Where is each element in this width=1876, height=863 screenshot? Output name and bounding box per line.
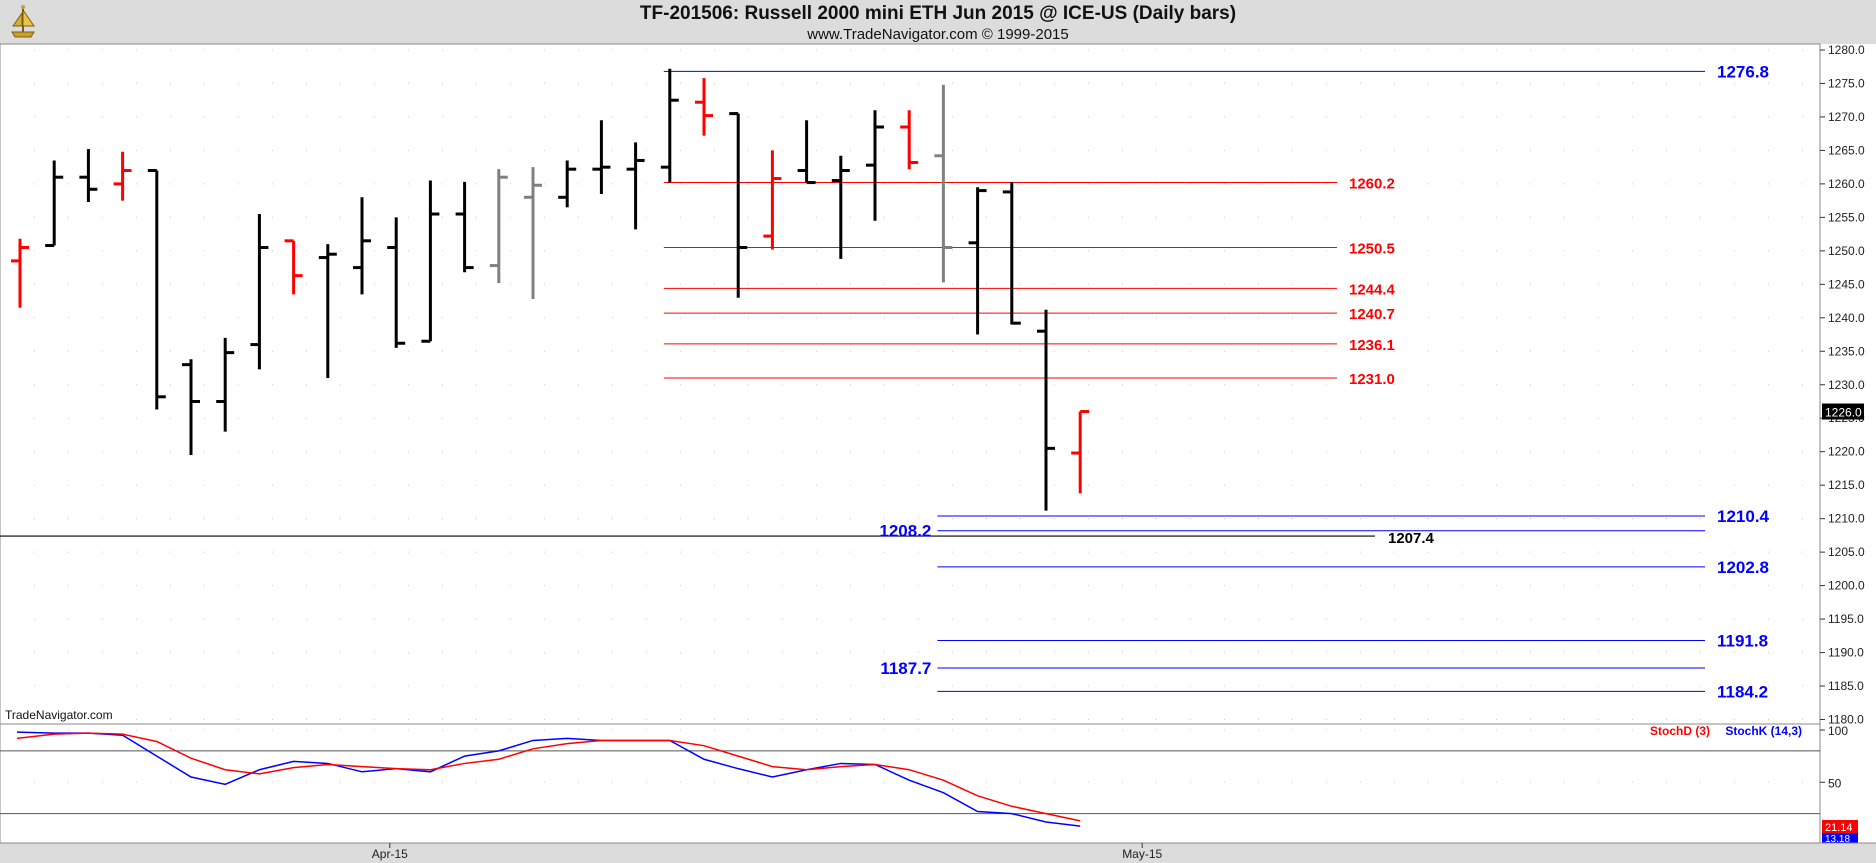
chart-subtitle: www.TradeNavigator.com © 1999-2015 [807,26,1069,43]
level-label-1191.8: 1191.8 [1717,631,1768,650]
stochD-last-box [1822,820,1858,833]
price-y-tick-label: 1235.0 [1828,344,1865,358]
stoch-series-red [16,732,1081,822]
x-axis-label: Apr-15 [372,847,408,861]
watermark-text: TradeNavigator.com [5,708,113,722]
level-label-1250.5: 1250.5 [1349,241,1395,258]
stochD-last-label: 21.14 [1825,822,1853,834]
price-y-tick-label: 1275.0 [1828,76,1865,90]
level-label-1276.8: 1276.8 [1717,62,1769,81]
price-y-tick-label: 1205.0 [1828,545,1865,559]
stochastic-panel: StochD (3) StochK (14,3) [0,723,1821,844]
price-y-tick-label: 1190.0 [1828,646,1864,660]
last-price-label: 1226.0 [1825,406,1862,420]
price-y-tick-label: 1230.0 [1828,378,1865,392]
price-y-tick-label: 1280.0 [1828,43,1865,57]
price-y-tick-label: 1200.0 [1828,579,1865,593]
price-y-tick-label: 1210.0 [1828,512,1865,526]
price-y-tick-label: 1220.0 [1828,445,1865,459]
price-y-tick-label: 1215.0 [1828,478,1865,492]
legend-stochK: StochK (14,3) [1725,724,1802,738]
level-label-1202.8: 1202.8 [1717,558,1769,577]
price-y-tick-label: 1255.0 [1828,210,1865,224]
level-label-1236.1: 1236.1 [1349,337,1395,354]
x-axis-band [0,843,1876,863]
price-y-tick-label: 1245.0 [1828,277,1865,291]
price-y-tick-label: 1265.0 [1828,143,1865,157]
last-price-box [1822,403,1864,420]
price-y-tick-label: 1250.0 [1828,244,1865,258]
stoch-y-tick-label: 100 [1828,724,1848,738]
price-y-tick-label: 1185.0 [1828,679,1864,693]
stoch-series-blue [16,731,1081,827]
axes: 1280.0 1275.0 1270.0 1265.0 1260.0 1255.0 1250… [0,43,1876,863]
price-panel: 1207.4 1276.8 1260.2 1250.5 1244.4 1240.7 1236… [0,43,1821,725]
chart-title: TF-201506: Russell 2000 mini ETH Jun 201… [639,3,1237,24]
level-label-1210.4: 1210.4 [1717,507,1770,526]
price-y-tick-label: 1195.0 [1828,612,1864,626]
stochK-last-box [1822,833,1858,843]
price-y-tick-label: 1180.0 [1828,713,1864,727]
level-label-1184.2: 1184.2 [1717,682,1768,701]
level-label-1240.7: 1240.7 [1349,306,1395,323]
chart-header: TF-201506: Russell 2000 mini ETH Jun 201… [0,0,1876,44]
stoch-y-tick-label: 50 [1828,776,1842,790]
stochK-last-label: 13.18 [1825,834,1850,845]
level-label-1260.2: 1260.2 [1349,176,1395,193]
level-label-1208.2: 1208.2 [879,522,931,541]
level-label-1244.4: 1244.4 [1349,281,1396,298]
level-label-1187.7: 1187.7 [880,659,931,678]
price-y-tick-label: 1240.0 [1828,311,1865,325]
price-y-tick-label: 1260.0 [1828,177,1865,191]
x-axis-label: May-15 [1122,847,1162,861]
black-level-label: 1207.4 [1388,530,1435,547]
level-label-1231.0: 1231.0 [1349,371,1395,388]
stoch-panel-frame [0,723,1821,844]
legend-stochD: StochD (3) [1650,724,1710,738]
price-y-tick-label: 1270.0 [1828,110,1865,124]
tradenavigator-logo-icon [11,5,35,38]
